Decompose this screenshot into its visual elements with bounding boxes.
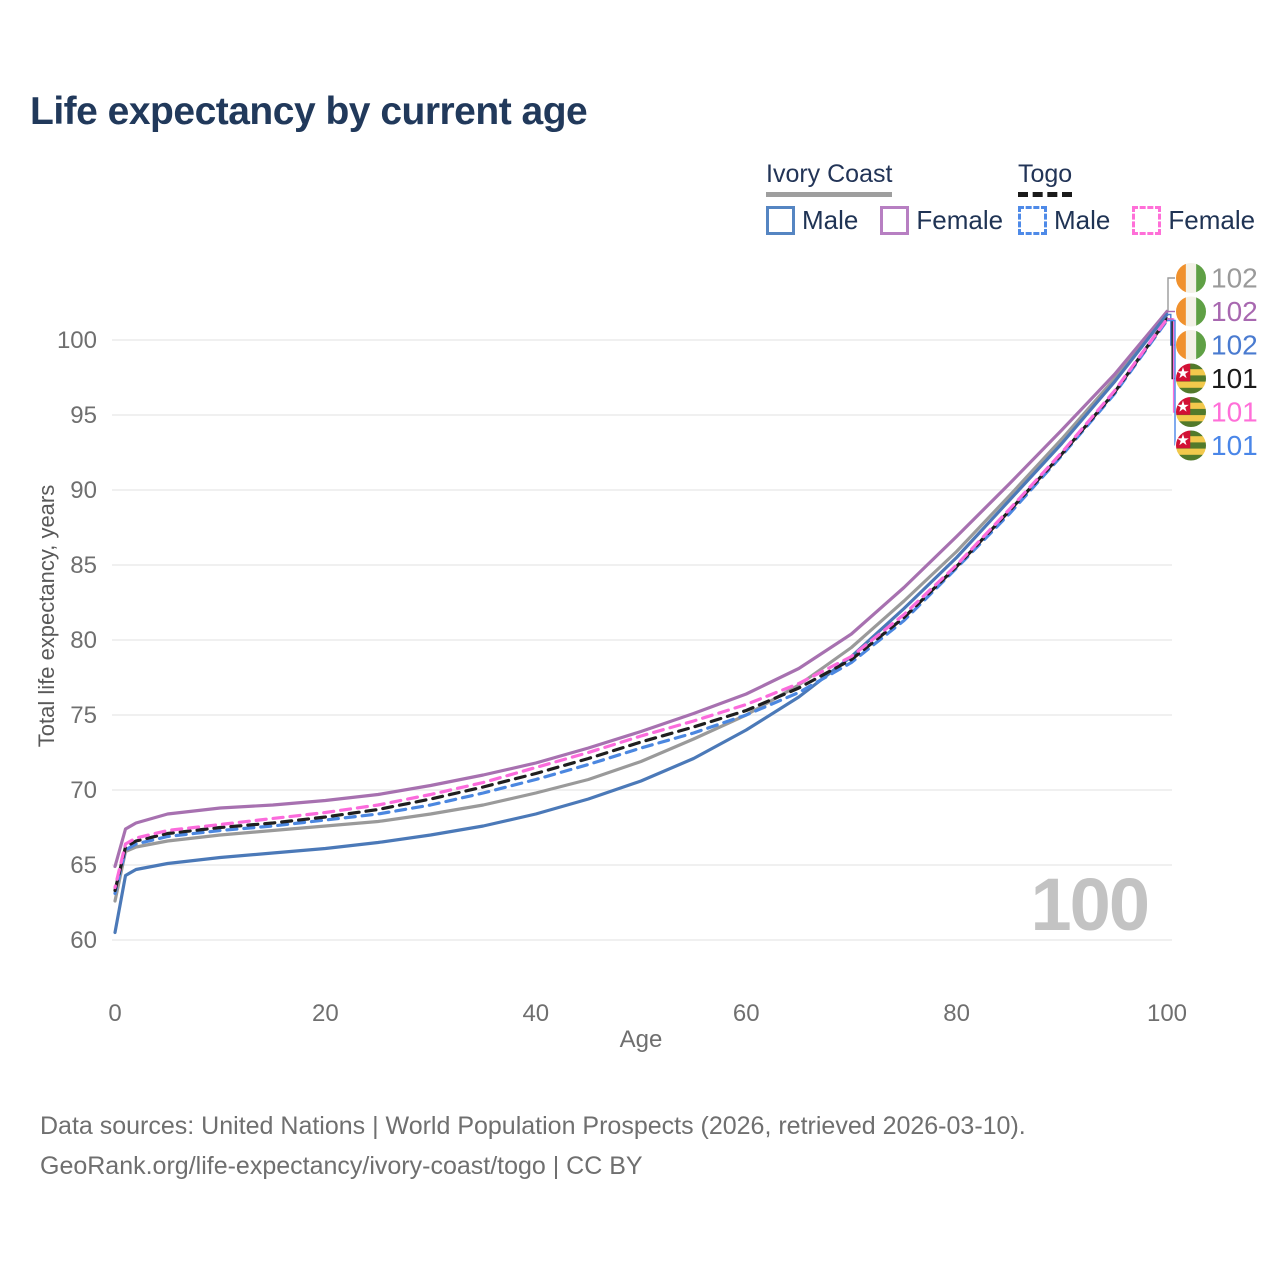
y-tick-label: 90 [70, 477, 97, 504]
y-tick-label: 60 [70, 927, 97, 954]
ivory-coast-flag-icon [1175, 262, 1207, 294]
y-tick-label: 85 [70, 552, 97, 579]
legend-item-label: Male [1054, 205, 1111, 235]
togo-female-swatch-icon [1132, 206, 1162, 235]
legend-row: Male Female [1018, 205, 1255, 236]
ivory-coast-flag-icon [1175, 329, 1207, 361]
x-tick-label: 20 [312, 1000, 339, 1027]
age-watermark: 100 [1030, 863, 1150, 946]
end-label-connector [1167, 319, 1176, 446]
end-label-value: 102 [1211, 330, 1258, 361]
series-line-ivory-coast-female[interactable] [113, 309, 1169, 869]
x-tick-label: 80 [943, 1000, 970, 1027]
end-label-value: 101 [1211, 363, 1258, 394]
series-line-togo-female[interactable] [113, 317, 1169, 890]
ivory-coast-male-swatch-icon [766, 206, 795, 235]
legend-country-ivory-coast: Ivory Coast [766, 160, 893, 197]
y-tick-label: 80 [70, 627, 97, 654]
legend-item-togo-female[interactable]: Female [1132, 205, 1255, 236]
togo-flag-icon: ★ [1175, 396, 1207, 428]
footer: Data sources: United Nations | World Pop… [40, 1106, 1240, 1186]
footer-attribution: GeoRank.org/life-expectancy/ivory-coast/… [40, 1152, 643, 1180]
x-tick-label: 60 [733, 1000, 760, 1027]
end-label-ivory-coast-male[interactable]: 102 [1175, 329, 1258, 361]
y-tick-label: 70 [70, 777, 97, 804]
legend-item-label: Male [802, 205, 859, 235]
legend-group-togo: Togo Male Female [1018, 160, 1255, 236]
end-label-togo-female[interactable]: ★ 101 [1175, 396, 1258, 429]
end-label-connector [1167, 277, 1175, 313]
legend-item-ivory-coast-male[interactable]: Male [766, 205, 858, 236]
series-line-ivory-coast-male[interactable] [113, 312, 1169, 935]
x-tick-label: 100 [1147, 1000, 1187, 1027]
end-label-value: 102 [1211, 296, 1258, 327]
togo-flag-icon: ★ [1175, 362, 1207, 395]
end-label-togo-total[interactable]: ★ 101 [1175, 362, 1258, 395]
x-tick-label: 0 [108, 1000, 121, 1027]
legend-row: Male Female [766, 205, 1003, 236]
end-label-value: 101 [1211, 397, 1258, 428]
svg-text:★: ★ [1176, 365, 1189, 382]
end-label-togo-male[interactable]: ★ 101 [1175, 429, 1258, 462]
legend-item-label: Female [916, 205, 1004, 235]
legend-item-ivory-coast-female[interactable]: Female [880, 205, 1003, 236]
y-axis-title: Total life expectancy, years [34, 484, 59, 748]
end-label-value: 101 [1211, 430, 1258, 461]
series-line-ivory-coast-total[interactable] [113, 309, 1169, 903]
x-tick-label: 40 [522, 1000, 549, 1027]
legend-country-togo: Togo [1018, 160, 1073, 197]
togo-male-swatch-icon [1018, 206, 1047, 235]
end-label-ivory-coast-female[interactable]: 102 [1175, 295, 1258, 328]
ivory-coast-female-swatch-icon [880, 206, 910, 235]
svg-text:★: ★ [1176, 432, 1189, 449]
y-tick-label: 65 [70, 852, 97, 879]
page-title: Life expectancy by current age [30, 90, 588, 133]
ivory-coast-flag-icon [1175, 295, 1207, 328]
legend-item-label: Female [1168, 205, 1256, 235]
y-tick-label: 95 [70, 402, 97, 429]
series-line-togo-male[interactable] [113, 318, 1169, 896]
series-line-togo-total[interactable] [113, 317, 1169, 893]
y-tick-label: 100 [57, 327, 97, 354]
x-axis-title: Age [619, 1026, 663, 1053]
footer-data-sources: Data sources: United Nations | World Pop… [40, 1112, 1026, 1140]
end-label-value: 102 [1211, 263, 1258, 294]
legend-item-togo-male[interactable]: Male [1018, 205, 1110, 236]
legend-group-ivory-coast: Ivory Coast Male Female [766, 160, 1003, 236]
togo-flag-icon: ★ [1175, 429, 1207, 462]
svg-text:★: ★ [1176, 399, 1189, 416]
y-tick-label: 75 [70, 702, 97, 729]
end-label-ivory-coast-total[interactable]: 102 [1175, 262, 1258, 294]
